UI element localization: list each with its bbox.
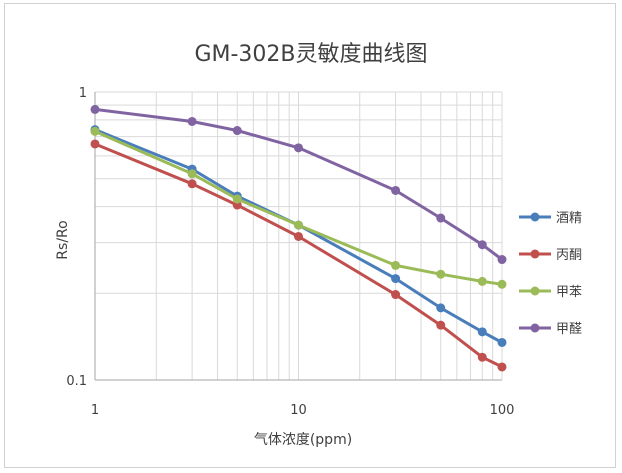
x-axis-label: 气体浓度(ppm) bbox=[254, 432, 352, 448]
legend-label: 甲醛 bbox=[556, 321, 582, 337]
data-point bbox=[436, 213, 446, 223]
data-point bbox=[90, 126, 100, 136]
y-axis-label: Rs/Ro bbox=[55, 220, 71, 259]
data-point bbox=[477, 240, 487, 250]
legend-swatch-marker bbox=[530, 323, 540, 333]
series-line bbox=[94, 142, 503, 369]
legend-label: 甲苯 bbox=[556, 285, 582, 300]
x-tick-label: 1 bbox=[91, 403, 99, 418]
data-point bbox=[391, 260, 401, 270]
data-point bbox=[436, 269, 446, 279]
data-point bbox=[294, 220, 303, 230]
data-point bbox=[187, 179, 197, 189]
legend-label: 酒精 bbox=[556, 211, 582, 226]
data-point bbox=[90, 139, 100, 149]
series-layer bbox=[90, 104, 507, 372]
data-point bbox=[187, 116, 197, 126]
data-point bbox=[477, 352, 487, 362]
sensitivity-chart: GM-302B灵敏度曲线图 1 10 100 1 0.1 气体浓度(ppm) Rs/Ro… bbox=[55, 42, 582, 448]
data-point bbox=[90, 104, 100, 114]
legend-swatch-marker bbox=[530, 212, 540, 222]
data-point bbox=[391, 290, 401, 300]
data-point bbox=[497, 362, 507, 372]
data-point bbox=[477, 327, 487, 337]
legend-label: 丙酮 bbox=[556, 248, 582, 263]
data-point bbox=[391, 274, 401, 284]
data-point bbox=[232, 194, 242, 204]
y-tick-label: 1 bbox=[79, 86, 87, 101]
series-line bbox=[94, 130, 503, 286]
data-point bbox=[436, 320, 446, 330]
legend-swatch-marker bbox=[530, 249, 540, 259]
series-line bbox=[94, 128, 503, 344]
data-point bbox=[232, 126, 242, 136]
data-point bbox=[497, 279, 507, 289]
x-tick-label: 10 bbox=[290, 403, 307, 418]
series-line bbox=[94, 107, 503, 261]
data-point bbox=[294, 231, 303, 241]
data-point bbox=[497, 337, 507, 347]
data-point bbox=[294, 143, 303, 153]
axis-ticks: 1 10 100 1 0.1 bbox=[66, 86, 514, 418]
data-point bbox=[497, 255, 507, 265]
chart-frame: GM-302B灵敏度曲线图 1 10 100 1 0.1 气体浓度(ppm) Rs/Ro… bbox=[4, 3, 616, 468]
data-point bbox=[187, 169, 197, 179]
x-tick-label: 100 bbox=[490, 403, 515, 418]
data-point bbox=[436, 303, 446, 313]
chart-title: GM-302B灵敏度曲线图 bbox=[194, 42, 427, 67]
legend-swatch-marker bbox=[530, 286, 540, 296]
data-point bbox=[477, 276, 487, 286]
data-point bbox=[391, 185, 401, 195]
y-tick-label: 0.1 bbox=[66, 374, 87, 389]
